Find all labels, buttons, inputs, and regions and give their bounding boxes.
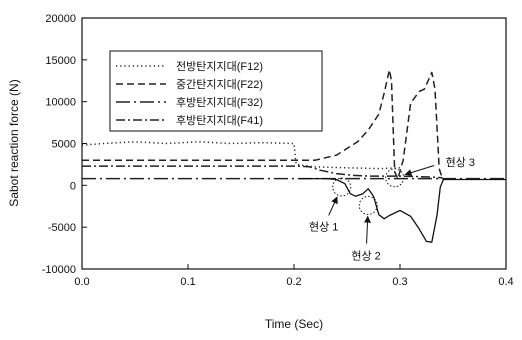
annotation-layer: 현상 1 현상 2 현상 3 — [309, 156, 475, 263]
x-axis-title: Time (Sec) — [265, 317, 323, 331]
annotation-arrow — [328, 196, 338, 216]
annotation-arrow — [404, 165, 435, 176]
series-layer — [81, 69, 506, 243]
annotation-circle — [358, 195, 378, 215]
y-tick-label: 0 — [70, 180, 76, 192]
x-tick-label: 0.3 — [392, 276, 407, 288]
y-axis-title: Sabot reaction force (N) — [7, 79, 21, 206]
legend-label: 후방탄지지대(F32) — [176, 96, 263, 109]
legend-label: 중간탄지지대(F22) — [176, 78, 263, 91]
x-tick-label: 0.4 — [498, 276, 513, 288]
x-tick-label: 0.0 — [74, 276, 89, 288]
legend-label: 전방탄지지대(F12) — [176, 60, 263, 73]
legend-box — [109, 50, 323, 132]
annotation-label: 현상 2 — [351, 250, 380, 263]
x-tick-label: 0.1 — [180, 276, 195, 288]
annotation-circle — [385, 168, 405, 188]
series-line-1 — [81, 141, 401, 170]
y-tick-label: 10000 — [45, 97, 76, 109]
legend-label: 후방탄지지대(F41) — [176, 114, 263, 127]
annotation-label: 현상 3 — [446, 156, 475, 169]
y-tick-label: 5000 — [52, 139, 76, 151]
y-tick-label: -5000 — [48, 222, 76, 234]
legend: 전방탄지지대(F12) 중간탄지지대(F22) 후방탄지지대(F32) 후방탄지지대(… — [109, 50, 323, 132]
y-tick-label: 20000 — [45, 13, 76, 25]
series-line-5 — [299, 177, 506, 243]
x-tick-label: 0.2 — [286, 276, 301, 288]
annotation-arrow — [363, 215, 371, 244]
series-line-2 — [82, 69, 444, 180]
y-tick-label: -10000 — [42, 264, 76, 276]
axes: 0.0 0.1 0.2 0.3 0.4 -10000 -5000 0 5000 10000 1500… — [42, 13, 514, 288]
series-line-4 — [82, 165, 443, 179]
annotation-circle — [332, 177, 352, 197]
y-tick-label: 15000 — [45, 55, 76, 67]
annotation-label: 현상 1 — [309, 220, 338, 233]
